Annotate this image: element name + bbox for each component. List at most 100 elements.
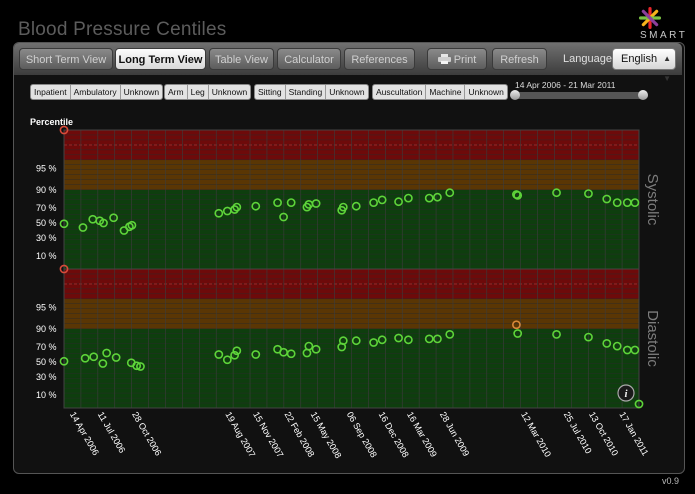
filter-sitting[interactable]: Sitting (255, 85, 286, 99)
data-point[interactable] (127, 220, 137, 230)
data-point[interactable] (214, 350, 224, 359)
data-point[interactable] (403, 335, 413, 345)
filter-group-position: Sitting Standing Unknown (254, 84, 369, 100)
filter-site-unknown[interactable]: Unknown (211, 87, 248, 97)
data-point[interactable] (433, 192, 442, 202)
filter-method-unknown[interactable]: Unknown (468, 87, 504, 97)
data-point[interactable] (230, 205, 240, 214)
app-title: Blood Pressure Centiles (18, 19, 227, 40)
tab-short-term-view[interactable]: Short Term View (19, 48, 113, 70)
range-end-handle[interactable] (638, 90, 648, 100)
data-point[interactable] (584, 189, 593, 198)
data-point[interactable] (311, 199, 321, 208)
data-point[interactable] (136, 362, 145, 371)
y-axis-title: Percentile (30, 117, 74, 127)
print-button[interactable]: Print (427, 48, 487, 70)
filter-auscultation[interactable]: Auscultation (373, 85, 427, 99)
tab-long-term-view[interactable]: Long Term View (115, 48, 206, 70)
data-point[interactable] (222, 355, 232, 365)
data-point[interactable] (98, 359, 108, 368)
data-point[interactable] (445, 188, 455, 198)
data-point[interactable] (424, 334, 434, 344)
data-point[interactable] (338, 202, 348, 212)
language-value: English (621, 53, 658, 65)
data-point[interactable] (512, 320, 521, 330)
data-point[interactable] (304, 341, 314, 351)
app-frame (13, 42, 685, 474)
data-point[interactable] (99, 218, 108, 228)
filter-inpatient[interactable]: Inpatient (31, 85, 71, 99)
filter-standing[interactable]: Standing (286, 85, 327, 99)
data-point[interactable] (433, 334, 442, 344)
data-point[interactable] (445, 329, 455, 339)
filter-position-unknown[interactable]: Unknown (329, 87, 365, 97)
data-point[interactable] (513, 190, 523, 200)
brand-name: SMART (640, 30, 688, 41)
data-point[interactable] (214, 208, 224, 218)
data-point[interactable] (59, 264, 69, 274)
data-point[interactable] (377, 195, 387, 205)
filter-group-site: Arm Leg Unknown (164, 84, 252, 100)
data-point[interactable] (232, 346, 242, 356)
data-point[interactable] (78, 223, 88, 232)
data-point[interactable] (59, 356, 69, 366)
data-point[interactable] (369, 338, 379, 347)
data-point[interactable] (351, 201, 361, 211)
language-label: Language: (563, 53, 615, 65)
data-point[interactable] (273, 198, 282, 207)
tab-references[interactable]: References (344, 48, 415, 70)
data-point[interactable] (230, 350, 240, 360)
data-point[interactable] (369, 198, 379, 207)
refresh-button[interactable]: Refresh (492, 48, 547, 70)
data-point[interactable] (612, 198, 622, 207)
data-point[interactable] (89, 352, 99, 362)
data-point[interactable] (109, 213, 119, 223)
data-point[interactable] (552, 329, 561, 339)
data-point[interactable] (286, 198, 296, 207)
filter-ambulatory[interactable]: Ambulatory (71, 85, 121, 99)
data-point[interactable] (351, 336, 361, 346)
data-point[interactable] (630, 345, 640, 355)
data-point[interactable] (394, 333, 403, 343)
filter-arm[interactable]: Arm (165, 85, 188, 99)
data-point[interactable] (286, 349, 296, 359)
data-point[interactable] (279, 212, 288, 222)
data-point[interactable] (602, 194, 612, 204)
data-point[interactable] (424, 193, 434, 203)
data-point[interactable] (59, 219, 69, 229)
version-label: v0.9 (662, 476, 680, 486)
data-point[interactable] (513, 329, 523, 338)
data-point[interactable] (394, 197, 403, 207)
data-point[interactable] (403, 193, 413, 203)
data-point[interactable] (111, 353, 121, 362)
data-point[interactable] (612, 341, 622, 351)
printer-icon (437, 54, 451, 64)
print-label: Print (453, 54, 477, 66)
filter-group-encounter: Inpatient Ambulatory Unknown (30, 84, 164, 100)
filter-machine[interactable]: Machine (426, 85, 466, 99)
filter-group-method: Auscultation Machine Unknown (372, 84, 508, 100)
data-point[interactable] (311, 344, 321, 354)
data-point[interactable] (630, 198, 640, 207)
filter-leg[interactable]: Leg (188, 85, 209, 99)
language-select[interactable]: English ▲ ▼ (612, 48, 676, 83)
data-point[interactable] (338, 336, 348, 346)
tab-calculator[interactable]: Calculator (277, 48, 341, 70)
data-point[interactable] (584, 332, 593, 342)
filter-encounter-unknown[interactable]: Unknown (123, 87, 160, 97)
data-point[interactable] (102, 348, 112, 358)
data-point[interactable] (251, 350, 261, 359)
tab-table-view[interactable]: Table View (209, 48, 274, 70)
data-point[interactable] (251, 201, 261, 211)
range-start-handle[interactable] (510, 90, 520, 100)
data-point[interactable] (59, 125, 69, 135)
data-point[interactable] (634, 399, 644, 409)
data-point[interactable] (80, 353, 90, 363)
data-point[interactable] (552, 188, 561, 198)
date-range-slider[interactable] (512, 92, 648, 99)
data-point[interactable] (232, 202, 242, 212)
data-point[interactable] (602, 338, 612, 348)
data-point[interactable] (377, 335, 387, 345)
data-point[interactable] (132, 361, 142, 371)
date-range-label: 14 Apr 2006 - 21 Mar 2011 (515, 80, 616, 90)
